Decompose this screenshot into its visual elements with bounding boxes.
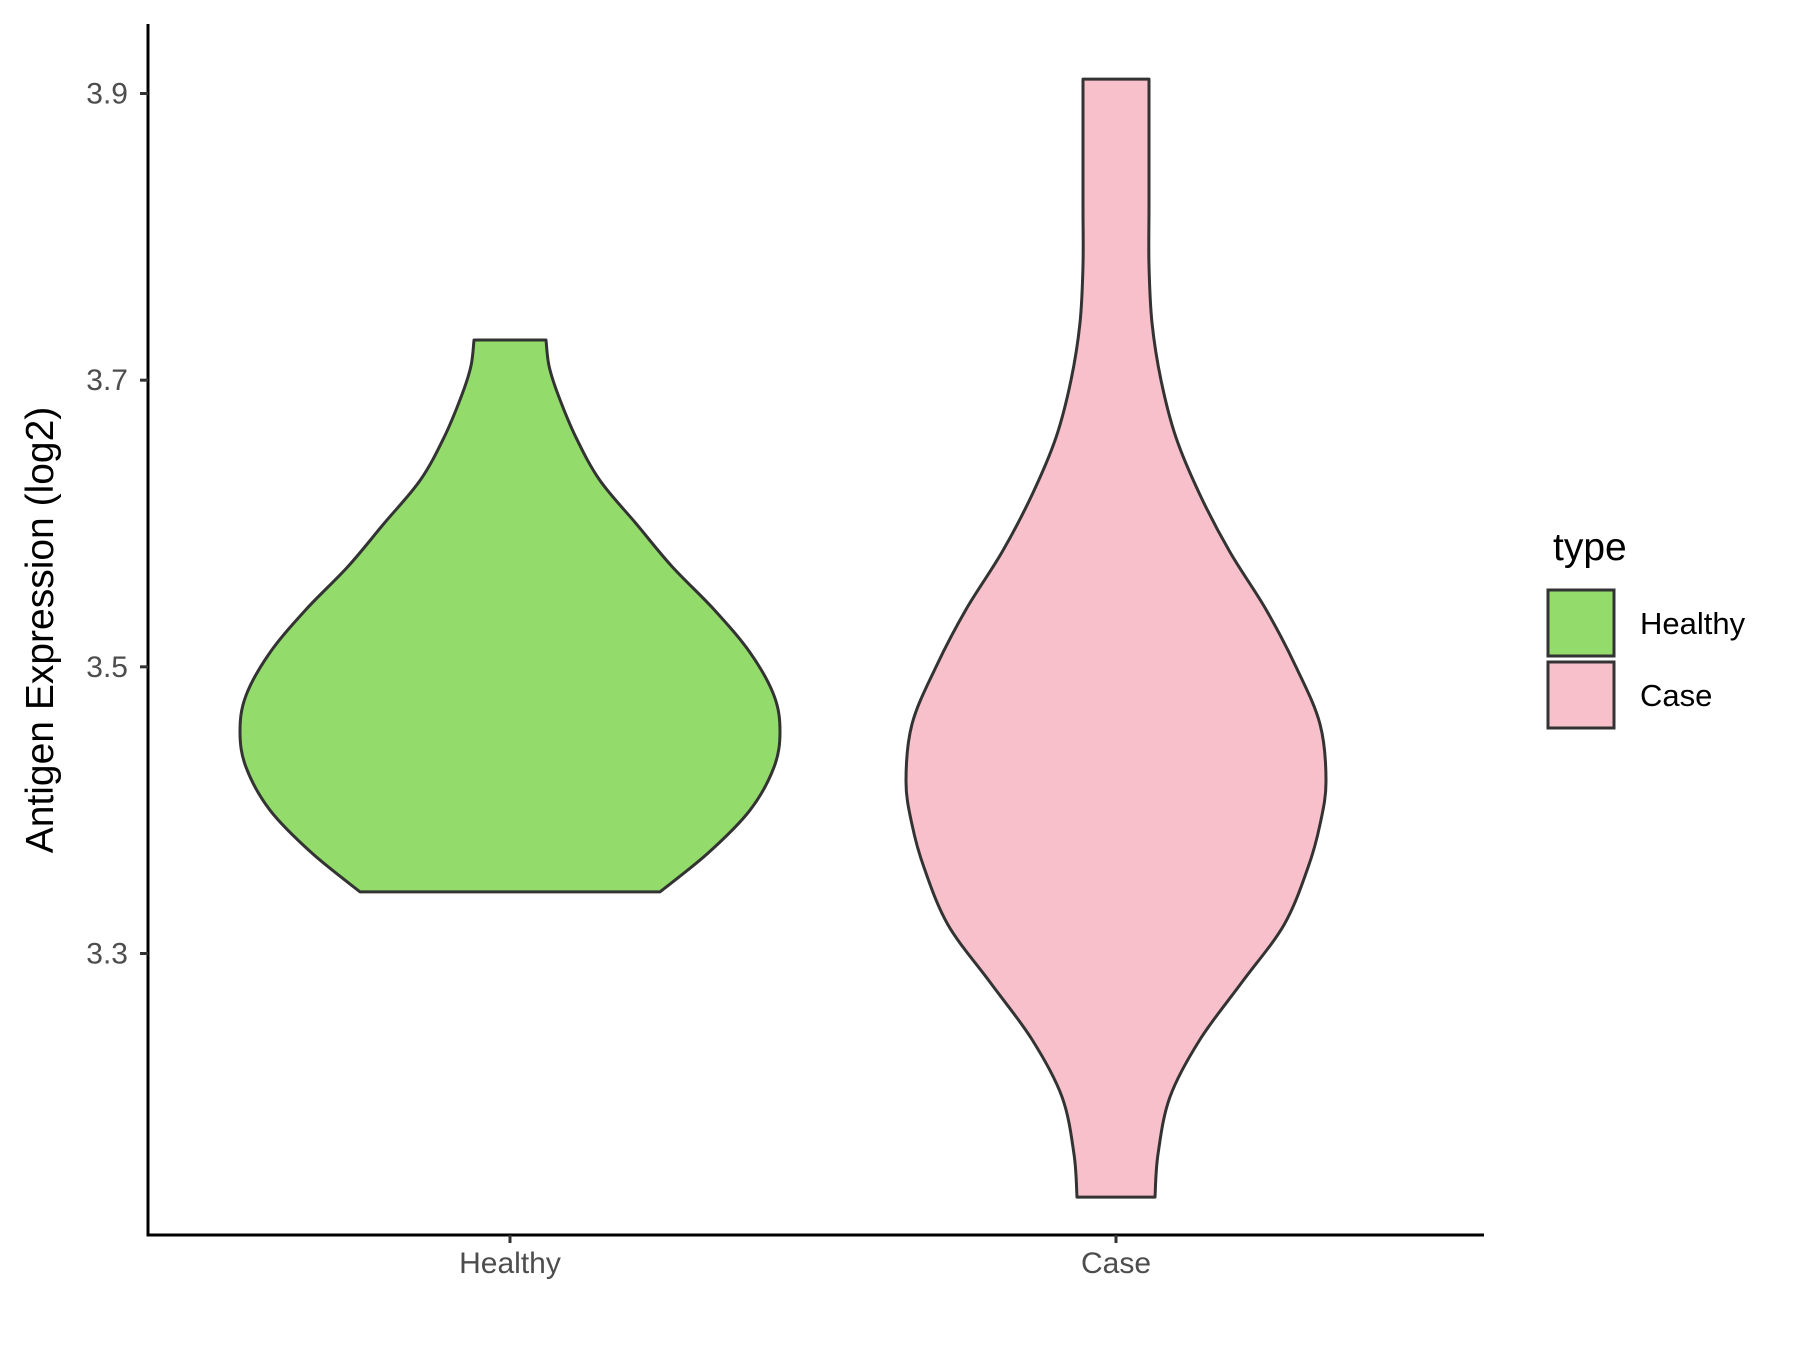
y-axis-title: Antigen Expression (log2) [19,407,62,854]
y-tick-label: 3.3 [86,938,128,971]
x-tick-label: Healthy [459,1247,561,1280]
y-tick-label: 3.7 [86,364,128,397]
legend-label-case: Case [1640,678,1712,713]
legend-label-healthy: Healthy [1640,606,1746,641]
violin-case [904,77,1328,1199]
x-ticks: Healthy Case [459,1235,1151,1280]
legend-title: type [1553,526,1627,569]
y-ticks: 3.3 3.5 3.7 3.9 [86,78,148,971]
legend: Healthy Case [1546,588,1746,730]
y-tick-label: 3.9 [86,78,128,111]
legend-swatch-healthy [1546,588,1616,658]
y-tick-label: 3.5 [86,651,128,684]
violin-healthy [238,338,782,894]
x-tick-label: Case [1081,1247,1151,1280]
violins-layer [238,77,1328,1199]
legend-swatch-case [1546,660,1616,730]
